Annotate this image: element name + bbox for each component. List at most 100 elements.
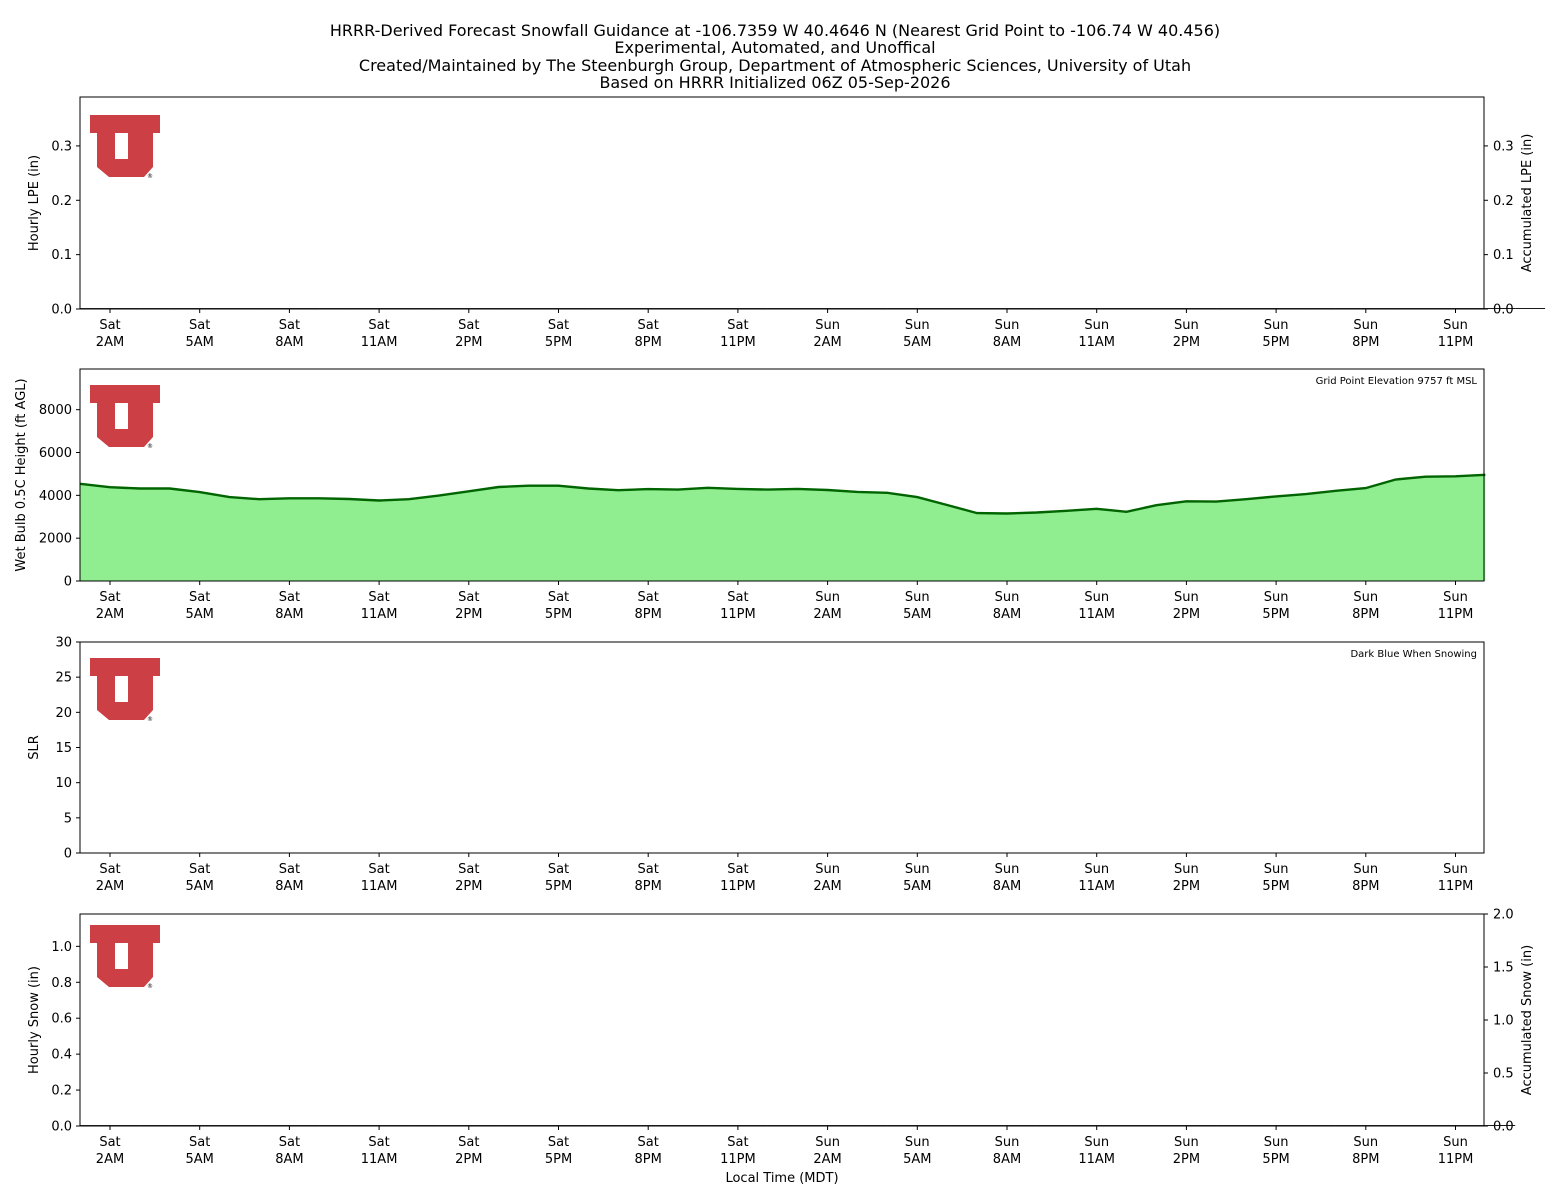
y-tick-label: 15 xyxy=(55,741,72,756)
registered-mark: ® xyxy=(147,716,153,723)
chart-panel-wet-bulb-height: ® 0 2000 4000 6000 8000 Sat 2AM Sat 5AM Sat 8AM Sat 1… xyxy=(14,368,1486,622)
plot-frame xyxy=(79,641,1485,854)
title-line-2: Experimental, Automated, and Unoffical xyxy=(614,38,936,57)
y-right-tick-label: 1.5 xyxy=(1493,961,1514,976)
x-tick-time-label: 11PM xyxy=(1438,879,1474,894)
y-tick-label: 0.0 xyxy=(51,303,72,318)
x-tick-time-label: 11AM xyxy=(1078,879,1115,894)
x-tick-day-label: Sun xyxy=(815,1135,840,1150)
x-tick-day-label: Sat xyxy=(99,862,120,877)
x-tick-time-label: 2PM xyxy=(1173,335,1200,350)
x-tick-day-label: Sat xyxy=(548,1135,569,1150)
x-tick-time-label: 2AM xyxy=(96,335,124,350)
y-tick-label: 6000 xyxy=(39,446,72,461)
y-tick-label: 1.0 xyxy=(51,940,72,955)
x-tick-day-label: Sat xyxy=(458,862,479,877)
x-tick-time-label: 11PM xyxy=(1438,1152,1474,1167)
plot-frame xyxy=(79,913,1485,1127)
x-tick-day-label: Sun xyxy=(1443,1135,1468,1150)
university-of-utah-logo: ® xyxy=(90,658,160,723)
x-tick-day-label: Sun xyxy=(1084,590,1109,605)
x-tick-day-label: Sun xyxy=(1353,590,1378,605)
y-tick-label: 0.4 xyxy=(51,1048,72,1063)
x-tick-time-label: 8PM xyxy=(635,1152,662,1167)
x-tick-day-label: Sun xyxy=(1084,1135,1109,1150)
y-tick-label: 20 xyxy=(55,706,72,721)
y-right-axis-label: Accumulated LPE (in) xyxy=(1520,134,1535,273)
x-tick-day-label: Sat xyxy=(638,862,659,877)
x-tick-time-label: 5AM xyxy=(186,1152,214,1167)
y-tick-label: 30 xyxy=(55,636,72,651)
x-tick-day-label: Sun xyxy=(1174,862,1199,877)
x-tick-day-label: Sat xyxy=(548,590,569,605)
panel-annotation: Dark Blue When Snowing xyxy=(1350,649,1477,660)
x-tick-day-label: Sat xyxy=(548,318,569,333)
x-tick-day-label: Sun xyxy=(1264,318,1289,333)
x-tick-time-label: 5PM xyxy=(545,607,572,622)
y-tick-label: 10 xyxy=(55,776,72,791)
x-tick-time-label: 11AM xyxy=(361,1152,398,1167)
block-u-logo-icon xyxy=(90,658,160,720)
x-tick-time-label: 5PM xyxy=(545,335,572,350)
y-right-tick-label: 1.0 xyxy=(1493,1014,1514,1029)
x-tick-time-label: 8AM xyxy=(993,335,1021,350)
x-tick-day-label: Sat xyxy=(368,318,389,333)
x-tick-time-label: 11AM xyxy=(361,879,398,894)
x-tick-time-label: 2PM xyxy=(1173,879,1200,894)
y-tick-label: 0 xyxy=(64,575,72,590)
y-tick-label: 5 xyxy=(64,811,72,826)
x-tick-time-label: 2AM xyxy=(813,1152,841,1167)
y-right-tick-label: 0.1 xyxy=(1493,248,1514,263)
x-tick-day-label: Sun xyxy=(905,862,930,877)
y-tick-label: 0.0 xyxy=(51,1120,72,1135)
x-tick-day-label: Sun xyxy=(1264,590,1289,605)
y-tick-label: 8000 xyxy=(39,403,72,418)
x-tick-time-label: 8PM xyxy=(635,335,662,350)
x-tick-time-label: 5PM xyxy=(545,1152,572,1167)
x-tick-time-label: 11AM xyxy=(361,335,398,350)
title-line-1: HRRR-Derived Forecast Snowfall Guidance … xyxy=(329,21,1221,40)
x-tick-time-label: 2PM xyxy=(455,879,482,894)
chart-panel-slr: ® 0 5 10 15 20 25 30 Sat 2AM Sat 5AM Sat 8AM Sat 11AM Sa… xyxy=(27,636,1485,894)
y-tick-label: 4000 xyxy=(39,489,72,504)
x-tick-time-label: 5AM xyxy=(903,1152,931,1167)
x-tick-time-label: 5AM xyxy=(186,335,214,350)
x-tick-day-label: Sat xyxy=(189,590,210,605)
x-tick-time-label: 2AM xyxy=(96,879,124,894)
x-tick-time-label: 11PM xyxy=(720,879,756,894)
x-tick-day-label: Sat xyxy=(279,318,300,333)
x-tick-time-label: 8AM xyxy=(993,1152,1021,1167)
university-of-utah-logo: ® xyxy=(90,115,160,180)
x-tick-day-label: Sun xyxy=(905,318,930,333)
x-tick-time-label: 8PM xyxy=(635,607,662,622)
x-tick-day-label: Sun xyxy=(905,590,930,605)
x-tick-day-label: Sat xyxy=(189,862,210,877)
x-tick-time-label: 8AM xyxy=(275,1152,303,1167)
x-tick-day-label: Sun xyxy=(1353,1135,1378,1150)
x-tick-day-label: Sun xyxy=(1174,318,1199,333)
y-right-tick-label: 0.3 xyxy=(1493,139,1514,154)
y-tick-label: 0.3 xyxy=(51,139,72,154)
y-tick-label: 0.2 xyxy=(51,194,72,209)
x-tick-day-label: Sun xyxy=(1084,862,1109,877)
x-tick-time-label: 5PM xyxy=(1262,607,1289,622)
x-tick-day-label: Sun xyxy=(1353,862,1378,877)
x-tick-time-label: 8PM xyxy=(1352,879,1379,894)
title-line-3: Created/Maintained by The Steenburgh Gro… xyxy=(358,56,1192,75)
x-tick-day-label: Sat xyxy=(458,318,479,333)
x-tick-day-label: Sat xyxy=(727,590,748,605)
block-u-logo-icon xyxy=(90,115,160,177)
x-tick-day-label: Sun xyxy=(1264,1135,1289,1150)
x-tick-time-label: 2PM xyxy=(455,1152,482,1167)
x-tick-day-label: Sun xyxy=(815,318,840,333)
x-tick-time-label: 11PM xyxy=(720,1152,756,1167)
registered-mark: ® xyxy=(147,443,153,450)
x-tick-time-label: 11AM xyxy=(1078,335,1115,350)
university-of-utah-logo: ® xyxy=(90,385,160,450)
block-u-logo-icon xyxy=(90,385,160,447)
x-tick-day-label: Sun xyxy=(1443,318,1468,333)
university-of-utah-logo: ® xyxy=(90,925,160,990)
x-tick-day-label: Sat xyxy=(368,1135,389,1150)
x-tick-time-label: 2AM xyxy=(813,335,841,350)
x-tick-day-label: Sun xyxy=(1174,590,1199,605)
